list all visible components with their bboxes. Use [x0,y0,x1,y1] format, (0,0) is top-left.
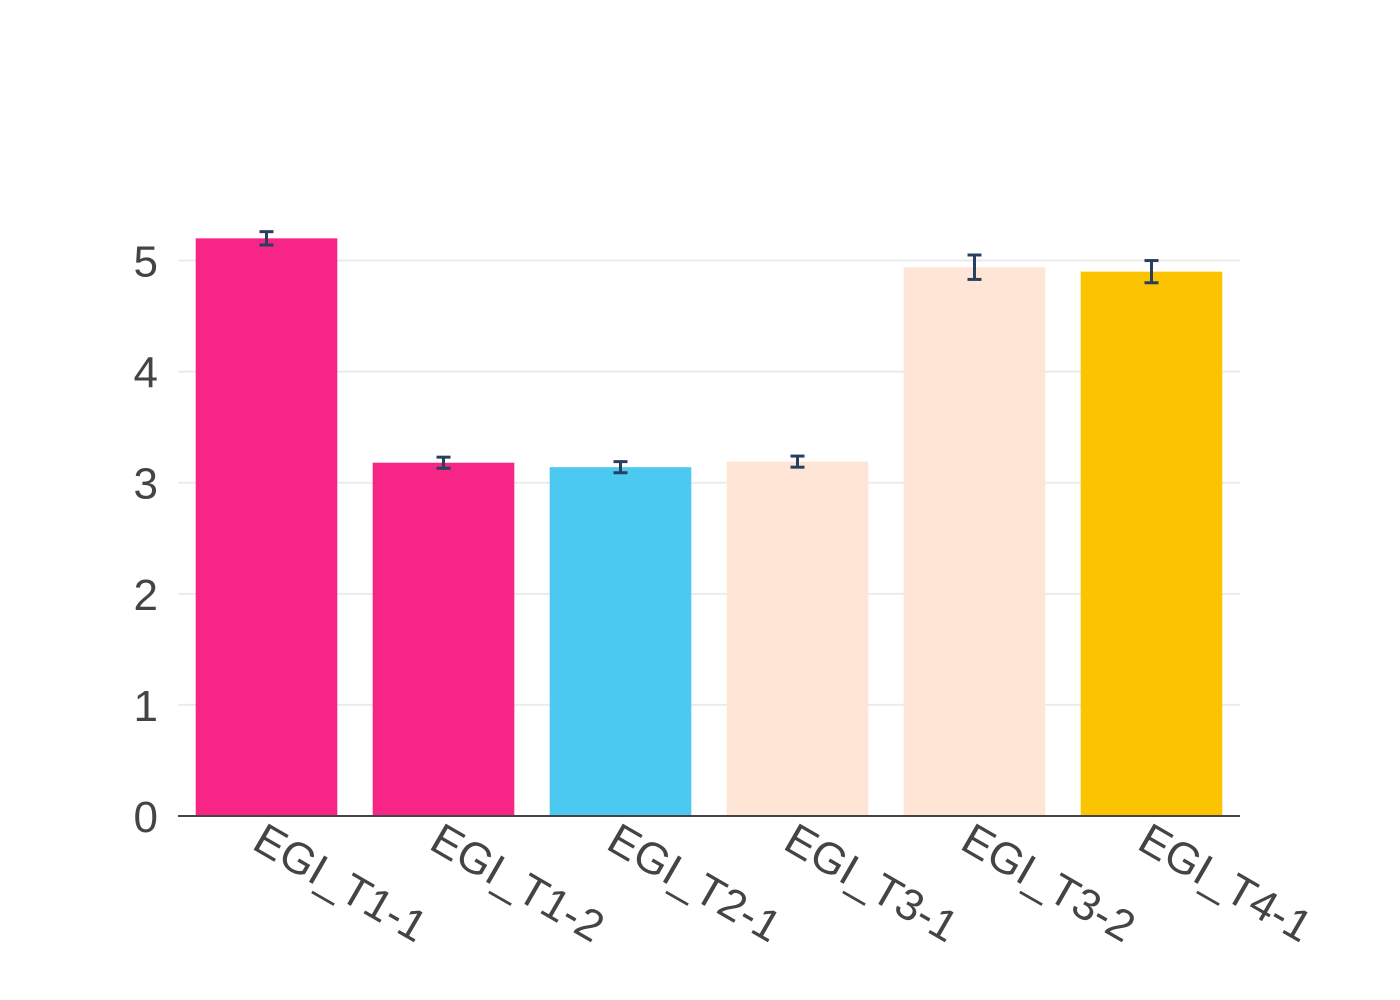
error-bar [259,230,274,247]
error-bar [1144,259,1159,285]
x-tick-label: EGI_T3-2 [954,814,1144,952]
x-tick-label: EGI_T1-2 [423,814,613,952]
y-gridlines [178,259,1240,706]
x-tick-label: EGI_T4-1 [1131,814,1321,952]
x-tick-label: EGI_T2-1 [600,814,790,952]
bar [726,461,869,816]
x-tick-label: EGI_T1-1 [246,814,436,952]
error-bar [790,454,805,469]
x-tick-labels: EGI_T1-1EGI_T1-2EGI_T2-1EGI_T3-1EGI_T3-2… [246,814,1321,952]
y-tick-label: 4 [134,349,158,398]
error-bar [613,460,628,475]
bar [903,267,1046,816]
error-bars [259,230,1159,475]
y-tick-label: 0 [134,793,158,842]
bar [195,238,338,816]
y-tick-label: 2 [134,571,158,620]
bar [372,462,515,816]
y-tick-label: 1 [134,682,158,731]
error-bar [436,455,451,470]
bar [549,467,692,816]
bar [1080,271,1223,816]
y-tick-labels: 0 1 2 3 4 5 [134,238,158,842]
bars [195,238,1223,816]
x-tick-label: EGI_T3-1 [777,814,967,952]
y-tick-label: 5 [134,238,158,287]
y-tick-label: 3 [134,460,158,509]
error-bar [967,253,982,281]
